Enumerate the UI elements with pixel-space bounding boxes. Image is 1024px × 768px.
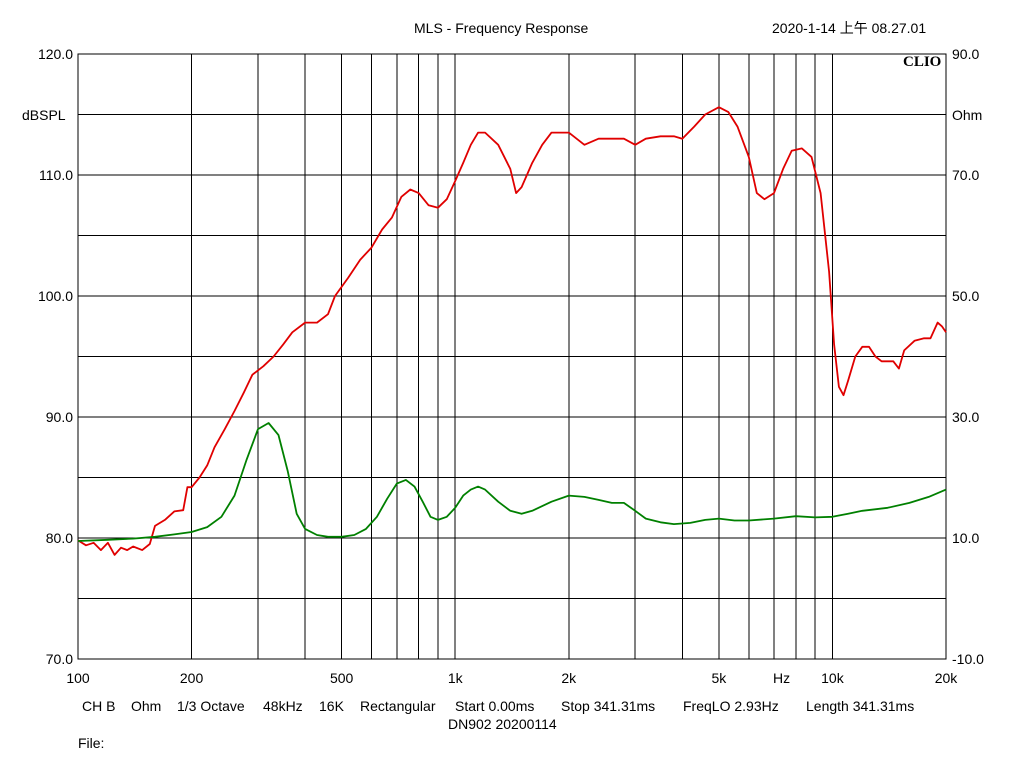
y-tick-label: 90.0 — [45, 409, 73, 425]
setting-freqlo: FreqLO 2.93Hz — [683, 698, 779, 714]
setting-channel: CH B — [82, 698, 116, 714]
y2-tick-label: 10.0 — [952, 530, 980, 546]
x-tick-label: 5k — [711, 670, 727, 686]
y2-tick-label: 90.0 — [952, 46, 980, 62]
x-tick-label: 20k — [934, 670, 958, 686]
y2-tick-label: 30.0 — [952, 409, 980, 425]
y-tick-label: 100.0 — [37, 288, 73, 304]
setting-start: Start 0.00ms — [455, 698, 535, 714]
y-tick-label: 70.0 — [45, 651, 73, 667]
y2-tick-label: -10.0 — [952, 651, 984, 667]
x-tick-label: 1k — [447, 670, 463, 686]
timestamp: 2020-1-14 上午 08.27.01 — [772, 20, 927, 36]
y2-axis-label: Ohm — [952, 107, 983, 123]
x-tick-label: 100 — [66, 670, 90, 686]
device-label: DN902 20200114 — [448, 716, 557, 732]
setting-window: Rectangular — [360, 698, 436, 714]
spl-series-line — [77, 106, 947, 556]
y-tick-label: 80.0 — [45, 530, 73, 546]
y-axis-label: dBSPL — [22, 107, 66, 123]
setting-length: Length 341.31ms — [806, 698, 915, 714]
y-tick-label: 120.0 — [37, 46, 73, 62]
y-tick-label: 110.0 — [39, 167, 73, 183]
x-axis-label: Hz — [773, 670, 791, 686]
x-tick-label: 500 — [329, 670, 354, 686]
setting-stop: Stop 341.31ms — [561, 698, 656, 714]
grid — [78, 54, 946, 659]
setting-sample-rate: 48kHz — [263, 698, 303, 714]
chart-title: MLS - Frequency Response — [414, 20, 589, 36]
setting-smoothing: 1/3 Octave — [177, 698, 245, 714]
impedance-series-line — [77, 422, 947, 542]
series-group — [77, 106, 947, 556]
clio-logo: CLIO — [903, 54, 942, 70]
x-tick-label: 2k — [561, 670, 577, 686]
file-label: File: — [78, 735, 105, 751]
y2-tick-label: 50.0 — [952, 288, 980, 304]
x-tick-label: 10k — [821, 670, 844, 686]
x-tick-label: 200 — [179, 670, 204, 686]
setting-unit: Ohm — [131, 698, 162, 714]
setting-size: 16K — [319, 698, 344, 714]
y2-tick-label: 70.0 — [952, 167, 980, 183]
